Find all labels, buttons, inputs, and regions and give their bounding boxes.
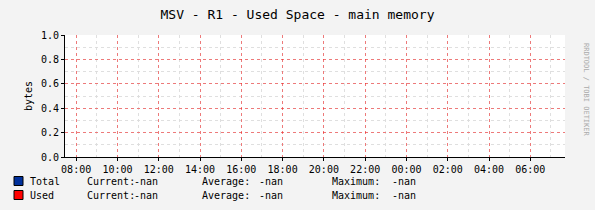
svg-text:0.8: 0.8 [41, 54, 59, 65]
svg-text:-nan: -nan [134, 176, 158, 187]
svg-text:10:00: 10:00 [102, 164, 132, 175]
svg-text:-nan: -nan [259, 190, 283, 201]
svg-text:12:00: 12:00 [144, 164, 174, 175]
svg-text:08:00: 08:00 [61, 164, 91, 175]
svg-text:22:00: 22:00 [350, 164, 380, 175]
svg-text:bytes: bytes [23, 81, 34, 111]
svg-text:-nan: -nan [134, 190, 158, 201]
svg-text:Average:: Average: [202, 190, 250, 201]
svg-text:06:00: 06:00 [515, 164, 545, 175]
svg-text:Total: Total [30, 176, 60, 187]
svg-text:Current:: Current: [87, 176, 135, 187]
svg-text:RRDTOOL / TOBI OETIKER: RRDTOOL / TOBI OETIKER [582, 43, 590, 137]
svg-text:-nan: -nan [392, 190, 416, 201]
svg-text:14:00: 14:00 [185, 164, 215, 175]
svg-text:-nan: -nan [259, 176, 283, 187]
svg-text:Maximum:: Maximum: [332, 176, 380, 187]
svg-text:0.6: 0.6 [41, 78, 59, 89]
svg-text:20:00: 20:00 [309, 164, 339, 175]
svg-text:0.2: 0.2 [41, 127, 59, 138]
svg-text:-nan: -nan [392, 176, 416, 187]
svg-text:0.4: 0.4 [41, 103, 59, 114]
svg-text:1.0: 1.0 [41, 30, 59, 41]
svg-text:MSV - R1 - Used Space - main m: MSV - R1 - Used Space - main memory [161, 7, 435, 22]
svg-text:0.0: 0.0 [41, 152, 59, 163]
svg-text:04:00: 04:00 [474, 164, 504, 175]
svg-text:Average:: Average: [202, 176, 250, 187]
svg-text:Maximum:: Maximum: [332, 190, 380, 201]
svg-text:02:00: 02:00 [433, 164, 463, 175]
svg-text:Current:: Current: [87, 190, 135, 201]
svg-text:16:00: 16:00 [226, 164, 256, 175]
svg-text:Used: Used [30, 190, 54, 201]
svg-text:00:00: 00:00 [391, 164, 421, 175]
svg-text:18:00: 18:00 [268, 164, 298, 175]
